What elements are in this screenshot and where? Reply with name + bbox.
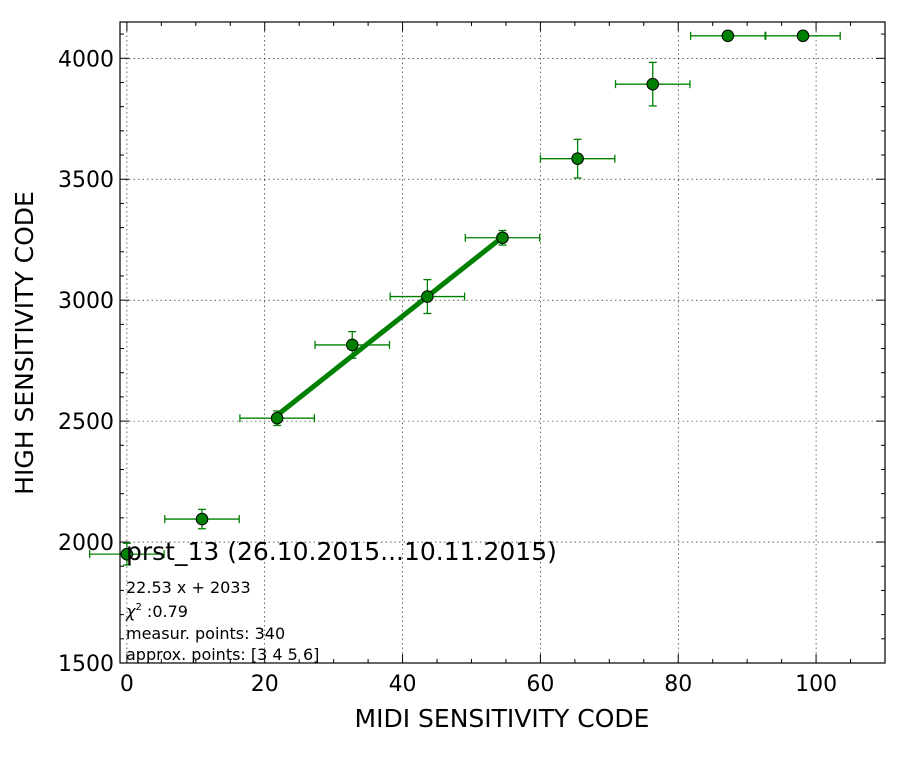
data-point-group	[164, 508, 240, 530]
y-tick-label: 3500	[58, 168, 114, 193]
y-tick-label: 4000	[58, 47, 114, 72]
fit-line-group	[275, 235, 505, 418]
ticks: 0 20 40 60 80 100 1500 2000 2500 3000 3500 4000	[58, 22, 886, 697]
data-point	[796, 29, 810, 43]
chi2-superscript: 2	[135, 602, 141, 613]
data-point-group	[464, 229, 541, 246]
x-tick-label: 40	[389, 672, 417, 697]
annotation-approx-points: approx. points: [3 4 5 6]	[126, 645, 319, 664]
grid	[120, 22, 885, 663]
x-axis-label: MIDI SENSITIVITY CODE	[355, 704, 650, 733]
data-point	[646, 77, 660, 91]
annotation-measur-points: measur. points: 340	[126, 624, 285, 643]
x-tick-label: 60	[526, 672, 554, 697]
data-point-group	[89, 542, 165, 566]
data-point-group	[389, 278, 466, 315]
data-point	[496, 231, 509, 245]
plot-background	[120, 22, 885, 663]
chi2-value: :0.79	[142, 602, 188, 621]
plot-frame	[119, 21, 886, 664]
data-point	[345, 338, 359, 352]
annotation-chi2: χ2 :0.79	[125, 602, 188, 621]
data-point	[421, 290, 434, 303]
data-point	[721, 29, 735, 43]
data-point-group	[314, 330, 391, 359]
annotation-equation: 22.53 x + 2033	[126, 578, 251, 597]
y-tick-label: 3000	[58, 289, 114, 314]
y-tick-label: 1500	[58, 652, 114, 677]
fit-line	[275, 235, 505, 418]
y-axis-label: HIGH SENSITIVITY CODE	[10, 191, 39, 495]
y-tick-label: 2500	[58, 410, 114, 435]
data-point-group	[765, 29, 841, 43]
data-points	[89, 29, 841, 566]
data-point	[571, 152, 584, 165]
x-tick-label: 80	[664, 672, 692, 697]
data-point-group	[239, 410, 316, 427]
data-point-group	[539, 138, 616, 179]
annotation: prst_13 (26.10.2015...10.11.2015) 22.53 …	[125, 537, 557, 664]
x-tick-label: 100	[795, 672, 837, 697]
data-point-group	[614, 61, 691, 107]
y-tick-label: 2000	[58, 531, 114, 556]
annotation-title: prst_13 (26.10.2015...10.11.2015)	[126, 537, 557, 566]
chi2-symbol: χ	[125, 602, 136, 621]
data-point-group	[689, 29, 766, 43]
data-point	[195, 512, 209, 526]
data-point	[120, 547, 134, 561]
data-point	[270, 411, 284, 425]
x-tick-label: 0	[120, 672, 134, 697]
x-tick-label: 20	[251, 672, 279, 697]
